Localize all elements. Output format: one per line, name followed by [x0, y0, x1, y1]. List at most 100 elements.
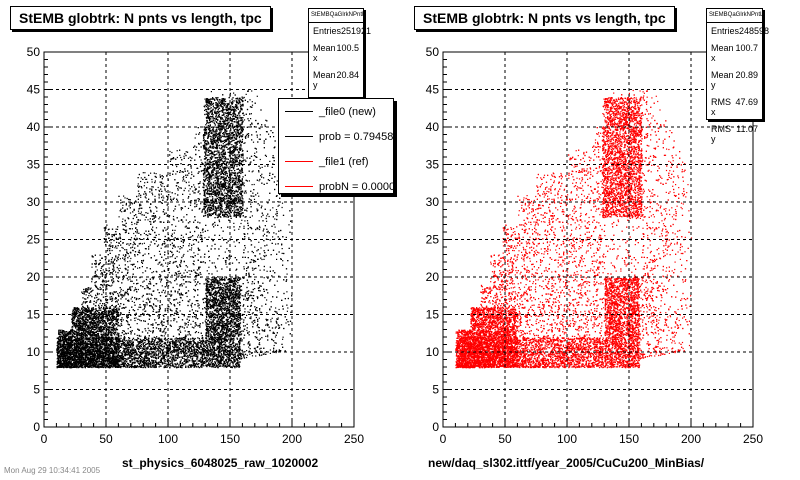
- scatter-point: [251, 302, 253, 304]
- scatter-point: [183, 283, 185, 285]
- scatter-point: [104, 284, 106, 286]
- scatter-point: [159, 174, 161, 176]
- scatter-point: [78, 317, 80, 319]
- scatter-point: [250, 195, 252, 197]
- scatter-point: [156, 210, 158, 212]
- scatter-point: [263, 177, 265, 179]
- scatter-point: [158, 218, 160, 220]
- scatter-point: [251, 313, 253, 315]
- scatter-point: [91, 281, 93, 283]
- scatter-point: [126, 272, 129, 274]
- scatter-point: [111, 300, 113, 302]
- scatter-point: [200, 357, 202, 359]
- scatter-point: [174, 229, 176, 231]
- scatter-point: [201, 229, 203, 231]
- scatter-point: [87, 320, 89, 322]
- scatter-point: [142, 281, 144, 283]
- scatter-point: [215, 297, 217, 299]
- scatter-point: [172, 218, 175, 220]
- scatter-point: [197, 227, 199, 229]
- scatter-point: [122, 365, 124, 368]
- scatter-point: [268, 133, 270, 135]
- scatter-point: [274, 327, 276, 329]
- scatter-point: [170, 282, 172, 284]
- scatter-point: [140, 177, 142, 179]
- scatter-point: [188, 243, 191, 245]
- scatter-point: [244, 325, 246, 327]
- scatter-point: [180, 356, 182, 358]
- scatter-point: [186, 295, 188, 298]
- scatter-point: [96, 276, 98, 278]
- scatter-point: [169, 196, 172, 198]
- scatter-point: [172, 262, 174, 264]
- scatter-point: [134, 235, 137, 237]
- scatter-point: [158, 323, 160, 326]
- scatter-point: [259, 158, 261, 161]
- scatter-point: [131, 228, 133, 230]
- scatter-point: [275, 349, 277, 351]
- scatter-point: [247, 267, 249, 269]
- scatter-point: [121, 211, 123, 213]
- scatter-point: [272, 207, 274, 209]
- scatter-point: [283, 194, 285, 196]
- scatter-point: [274, 310, 276, 312]
- scatter-point: [147, 297, 149, 299]
- scatter-point: [257, 282, 259, 284]
- scatter-point: [88, 289, 90, 291]
- scatter-point: [234, 359, 236, 361]
- scatter-point: [96, 269, 98, 271]
- scatter-point: [206, 197, 208, 199]
- scatter-point: [219, 185, 221, 187]
- scatter-point: [191, 200, 193, 202]
- scatter-point: [138, 329, 140, 331]
- scatter-point: [137, 282, 139, 284]
- scatter-point: [127, 357, 129, 359]
- scatter-point: [126, 339, 128, 341]
- scatter-point: [80, 321, 82, 323]
- scatter-point: [288, 224, 290, 226]
- scatter-point: [127, 243, 129, 245]
- scatter-point: [95, 295, 97, 297]
- scatter-point: [140, 315, 142, 317]
- scatter-point: [58, 338, 60, 340]
- scatter-point: [157, 244, 160, 246]
- scatter-point: [147, 327, 149, 329]
- scatter-point: [180, 276, 182, 278]
- scatter-point: [256, 332, 258, 334]
- scatter-point: [181, 313, 183, 315]
- scatter-point: [111, 249, 113, 252]
- scatter-point: [152, 271, 155, 273]
- scatter-point: [243, 185, 245, 187]
- scatter-point: [98, 321, 100, 323]
- scatter-point: [178, 273, 180, 275]
- scatter-point: [169, 191, 171, 193]
- scatter-point: [153, 236, 155, 238]
- scatter-point: [86, 301, 88, 303]
- scatter-point: [137, 308, 139, 311]
- scatter-point: [116, 301, 118, 303]
- scatter-point: [240, 354, 242, 357]
- scatter-point: [121, 221, 123, 223]
- scatter-point: [255, 194, 257, 196]
- scatter-point: [204, 204, 207, 206]
- scatter-point: [139, 319, 141, 321]
- scatter-point: [146, 354, 148, 356]
- scatter-point: [179, 330, 181, 332]
- scatter-point: [140, 363, 142, 365]
- scatter-point: [241, 150, 243, 152]
- scatter-point: [190, 256, 192, 258]
- scatter-point: [181, 283, 183, 285]
- scatter-point: [251, 295, 253, 297]
- scatter-point: [162, 195, 164, 197]
- scatter-point: [150, 283, 152, 285]
- scatter-point: [126, 243, 128, 245]
- scatter-point: [258, 317, 260, 319]
- scatter-point: [139, 185, 141, 187]
- scatter-point: [245, 135, 247, 137]
- scatter-point: [114, 329, 116, 331]
- scatter-point: [261, 258, 263, 261]
- scatter-point: [164, 327, 166, 329]
- scatter-point: [208, 133, 210, 136]
- scatter-point: [179, 246, 181, 248]
- scatter-point: [235, 157, 237, 159]
